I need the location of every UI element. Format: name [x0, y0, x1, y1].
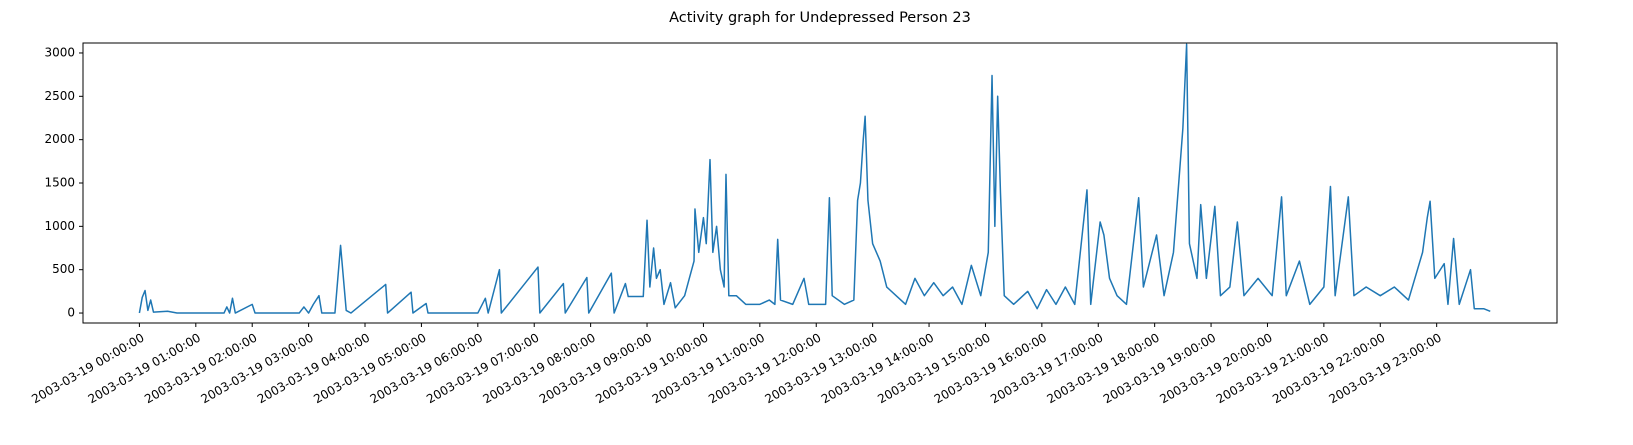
chart-title: Activity graph for Undepressed Person 23 [669, 10, 971, 26]
line [138, 43, 1491, 314]
y-tick-label: 1000 [44, 219, 75, 233]
y-tick-label: 0 [67, 306, 75, 320]
plot-frame [82, 42, 1558, 324]
y-tick-label: 500 [52, 262, 75, 276]
y-tick-label: 3000 [44, 45, 75, 59]
y-tick-label: 1500 [44, 176, 75, 190]
y-tick-label: 2000 [44, 132, 75, 146]
y-tick-label: 2500 [44, 89, 75, 103]
